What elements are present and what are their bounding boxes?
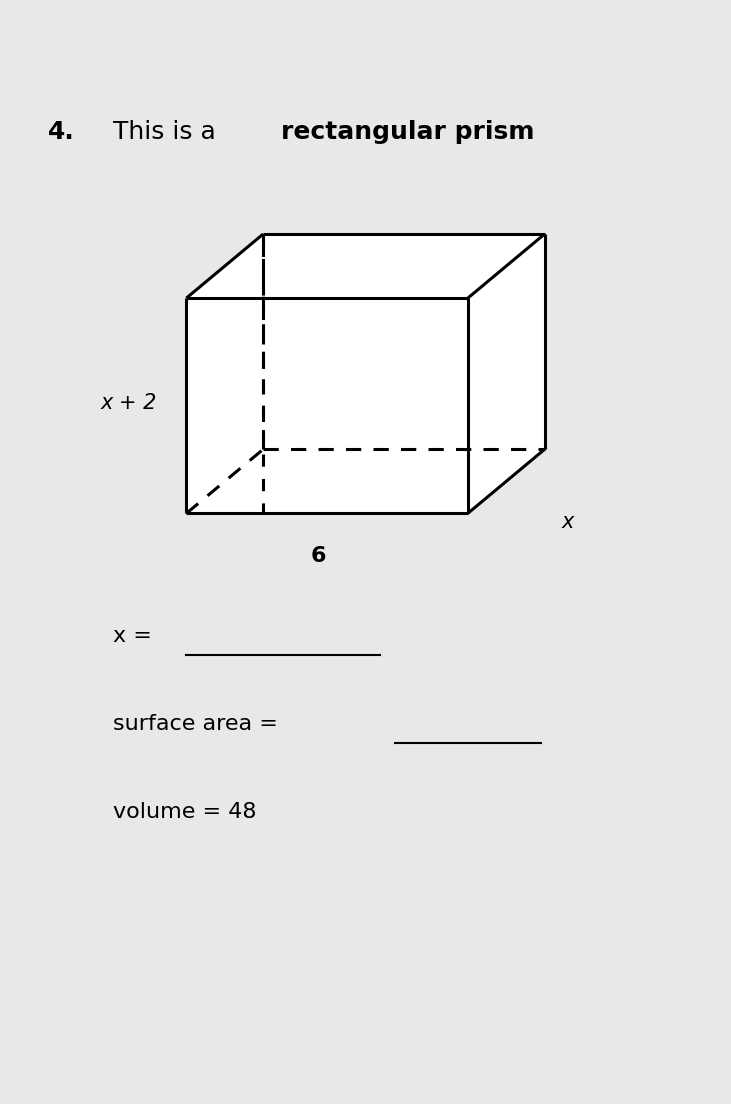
Text: 6: 6	[310, 546, 326, 566]
Text: surface area =: surface area =	[113, 714, 285, 734]
Polygon shape	[186, 234, 545, 298]
Text: volume = 48: volume = 48	[113, 803, 257, 822]
Text: This is a: This is a	[113, 120, 224, 145]
Polygon shape	[186, 298, 468, 513]
Text: 4.: 4.	[48, 120, 75, 145]
Polygon shape	[468, 234, 545, 513]
Text: x + 2: x + 2	[101, 393, 157, 413]
Text: rectangular prism: rectangular prism	[281, 120, 535, 145]
Text: x: x	[561, 512, 574, 532]
Text: x =: x =	[113, 626, 159, 646]
